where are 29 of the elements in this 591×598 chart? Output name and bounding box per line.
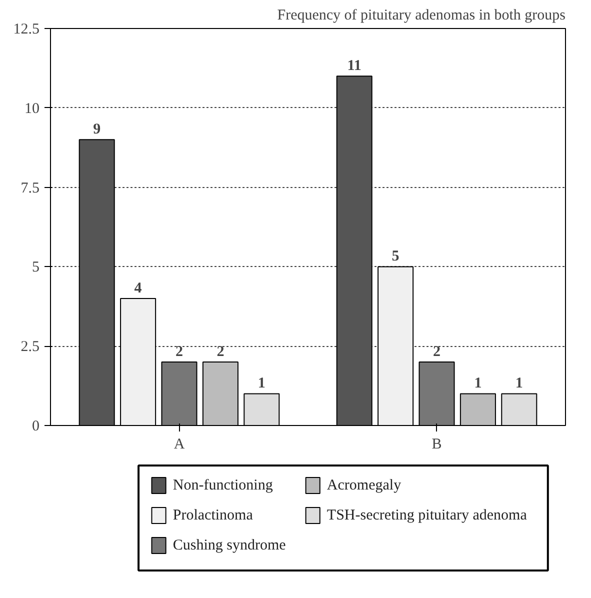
- bar: [120, 298, 156, 426]
- y-tick-label: 2.5: [20, 339, 40, 356]
- data-label: 4: [134, 280, 142, 296]
- legend-label: Acromegaly: [326, 478, 402, 494]
- bar: [78, 139, 115, 426]
- bar: [460, 393, 496, 426]
- data-label: 1: [515, 376, 523, 392]
- data-label: 1: [474, 376, 482, 392]
- y-tick-label: 7.5: [20, 180, 40, 196]
- data-label: 11: [347, 58, 362, 74]
- data-label: 9: [93, 122, 101, 138]
- legend-label: Cushing syndrome: [172, 538, 286, 554]
- y-tick-label: 0: [32, 418, 40, 434]
- y-tick-label: 12.5: [13, 22, 40, 38]
- bar: [244, 393, 280, 426]
- legend-label: Prolactinoma: [172, 508, 254, 524]
- bar: [378, 266, 414, 426]
- y-tick-label: 10: [24, 100, 40, 117]
- x-tick-label: A: [174, 436, 185, 452]
- bar: [202, 361, 238, 426]
- data-label: 1: [258, 376, 266, 392]
- x-tick-label: B: [432, 436, 442, 452]
- data-label: 5: [392, 248, 400, 265]
- bar: [336, 76, 372, 426]
- legend-label: TSH-secreting pituitary adenoma: [326, 508, 528, 524]
- bar: [501, 393, 538, 426]
- legend-label: Non-functioning: [172, 478, 274, 494]
- y-tick-label: 5: [32, 260, 40, 276]
- chart-title: Frequency of pituitary adenomas in both groups: [277, 8, 566, 24]
